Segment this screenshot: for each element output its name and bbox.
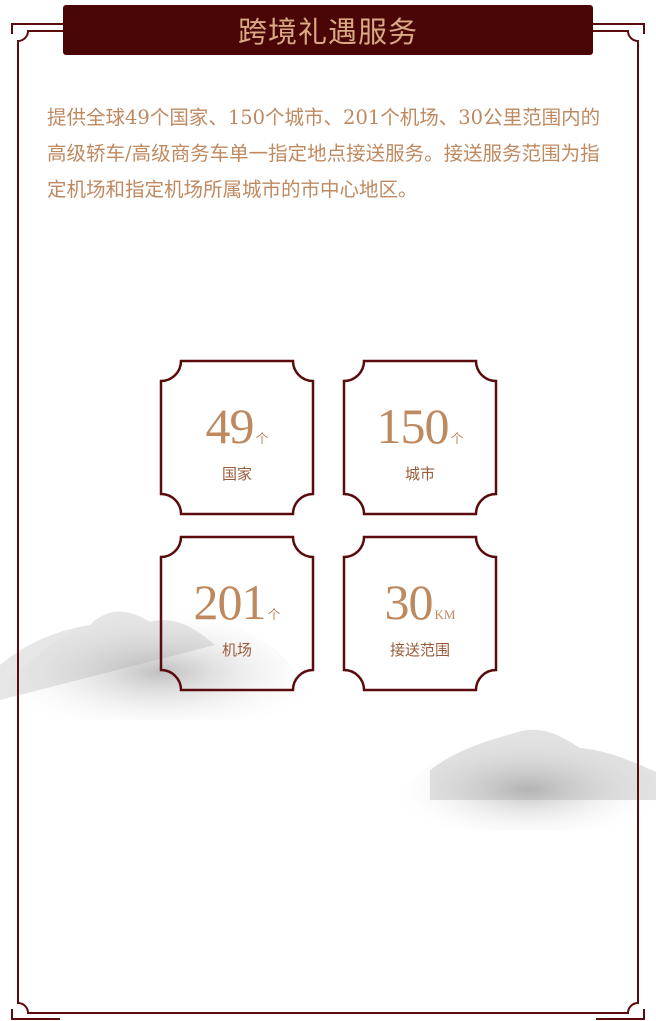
stat-unit: KM [434, 607, 456, 622]
card-border [159, 359, 315, 516]
stat-card-cities: 150 个 城市 [342, 359, 498, 516]
stat-unit: 个 [267, 607, 281, 622]
title-banner: 跨境礼遇服务 [63, 5, 593, 55]
stat-value: 30 [384, 574, 434, 630]
stat-card-countries: 49 个 国家 [159, 359, 315, 516]
mountain-right-illustration [400, 728, 656, 830]
intro-text: 提供全球49个国家、150个城市、201个机场、30公里范围内的高级轿车/高级商… [47, 106, 601, 201]
stat-value-row: 30 KM [342, 573, 498, 631]
card-border [342, 359, 498, 516]
stat-card-range: 30 KM 接送范围 [342, 535, 498, 692]
stat-value: 150 [376, 398, 449, 454]
page-title: 跨境礼遇服务 [237, 15, 418, 49]
stat-label: 机场 [221, 641, 252, 659]
stat-value: 49 [205, 398, 254, 454]
stat-label: 国家 [221, 465, 252, 483]
stat-value-row: 49 个 [159, 397, 315, 455]
stat-value: 201 [193, 574, 266, 630]
card-border [342, 535, 498, 692]
card-border [159, 535, 315, 692]
stat-label: 接送范围 [389, 641, 450, 659]
stat-card-airports: 201 个 机场 [159, 535, 315, 692]
stat-value-row: 150 个 [342, 397, 498, 455]
stat-unit: 个 [255, 431, 269, 446]
stat-value-row: 201 个 [159, 573, 315, 631]
stat-label: 城市 [404, 465, 435, 483]
stat-unit: 个 [450, 431, 464, 446]
